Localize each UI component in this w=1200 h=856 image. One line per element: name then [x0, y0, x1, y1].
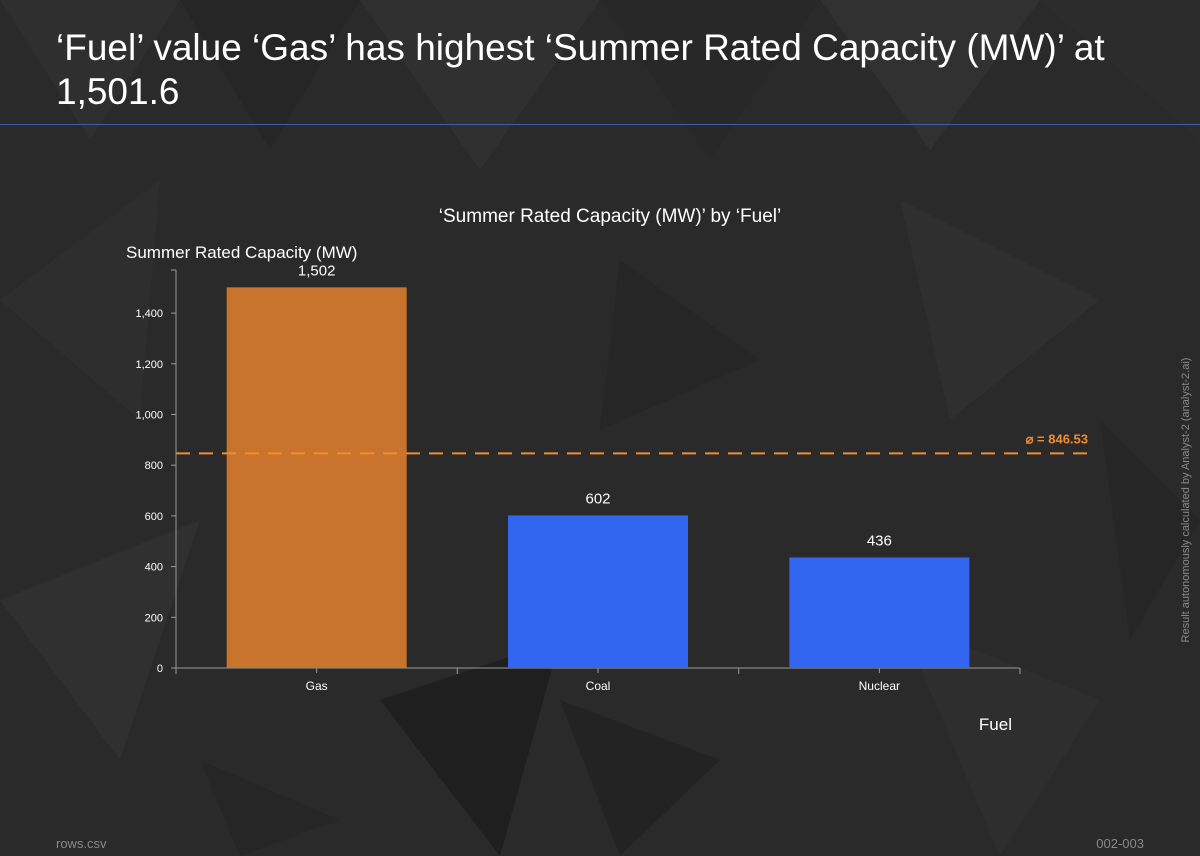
x-tick-label: Nuclear — [859, 679, 900, 693]
y-tick-label: 400 — [145, 562, 163, 574]
bar-value-label: 602 — [585, 490, 610, 507]
y-tick-label: 800 — [145, 460, 163, 472]
chart-title: ‘Summer Rated Capacity (MW)’ by ‘Fuel’ — [439, 206, 781, 227]
bar-value-label: 1,502 — [298, 262, 336, 279]
x-tick-label: Gas — [306, 679, 328, 693]
average-label: ⌀ = 846.53 — [1026, 431, 1088, 446]
x-tick-label: Coal — [586, 679, 611, 693]
headline: ‘Fuel’ value ‘Gas’ has highest ‘Summer R… — [56, 27, 1105, 112]
header-divider — [0, 124, 1200, 125]
source-file-label: rows.csv — [56, 836, 107, 851]
bar-nuclear — [789, 557, 970, 668]
y-axis-label: Summer Rated Capacity (MW) — [126, 243, 357, 262]
y-tick-label: 0 — [157, 663, 163, 675]
bar-value-label: 436 — [867, 532, 892, 549]
y-tick-label: 200 — [145, 612, 163, 624]
bar-gas — [226, 287, 407, 668]
y-tick-label: 600 — [145, 511, 163, 523]
attribution-note: Result autonomously calculated by Analys… — [1180, 357, 1192, 643]
page-number: 002-003 — [1096, 836, 1144, 851]
x-axis-label: Fuel — [979, 715, 1012, 734]
bar-coal — [508, 515, 688, 668]
y-tick-label: 1,400 — [135, 308, 163, 320]
y-tick-label: 1,200 — [135, 359, 163, 371]
y-tick-label: 1,000 — [135, 409, 163, 421]
